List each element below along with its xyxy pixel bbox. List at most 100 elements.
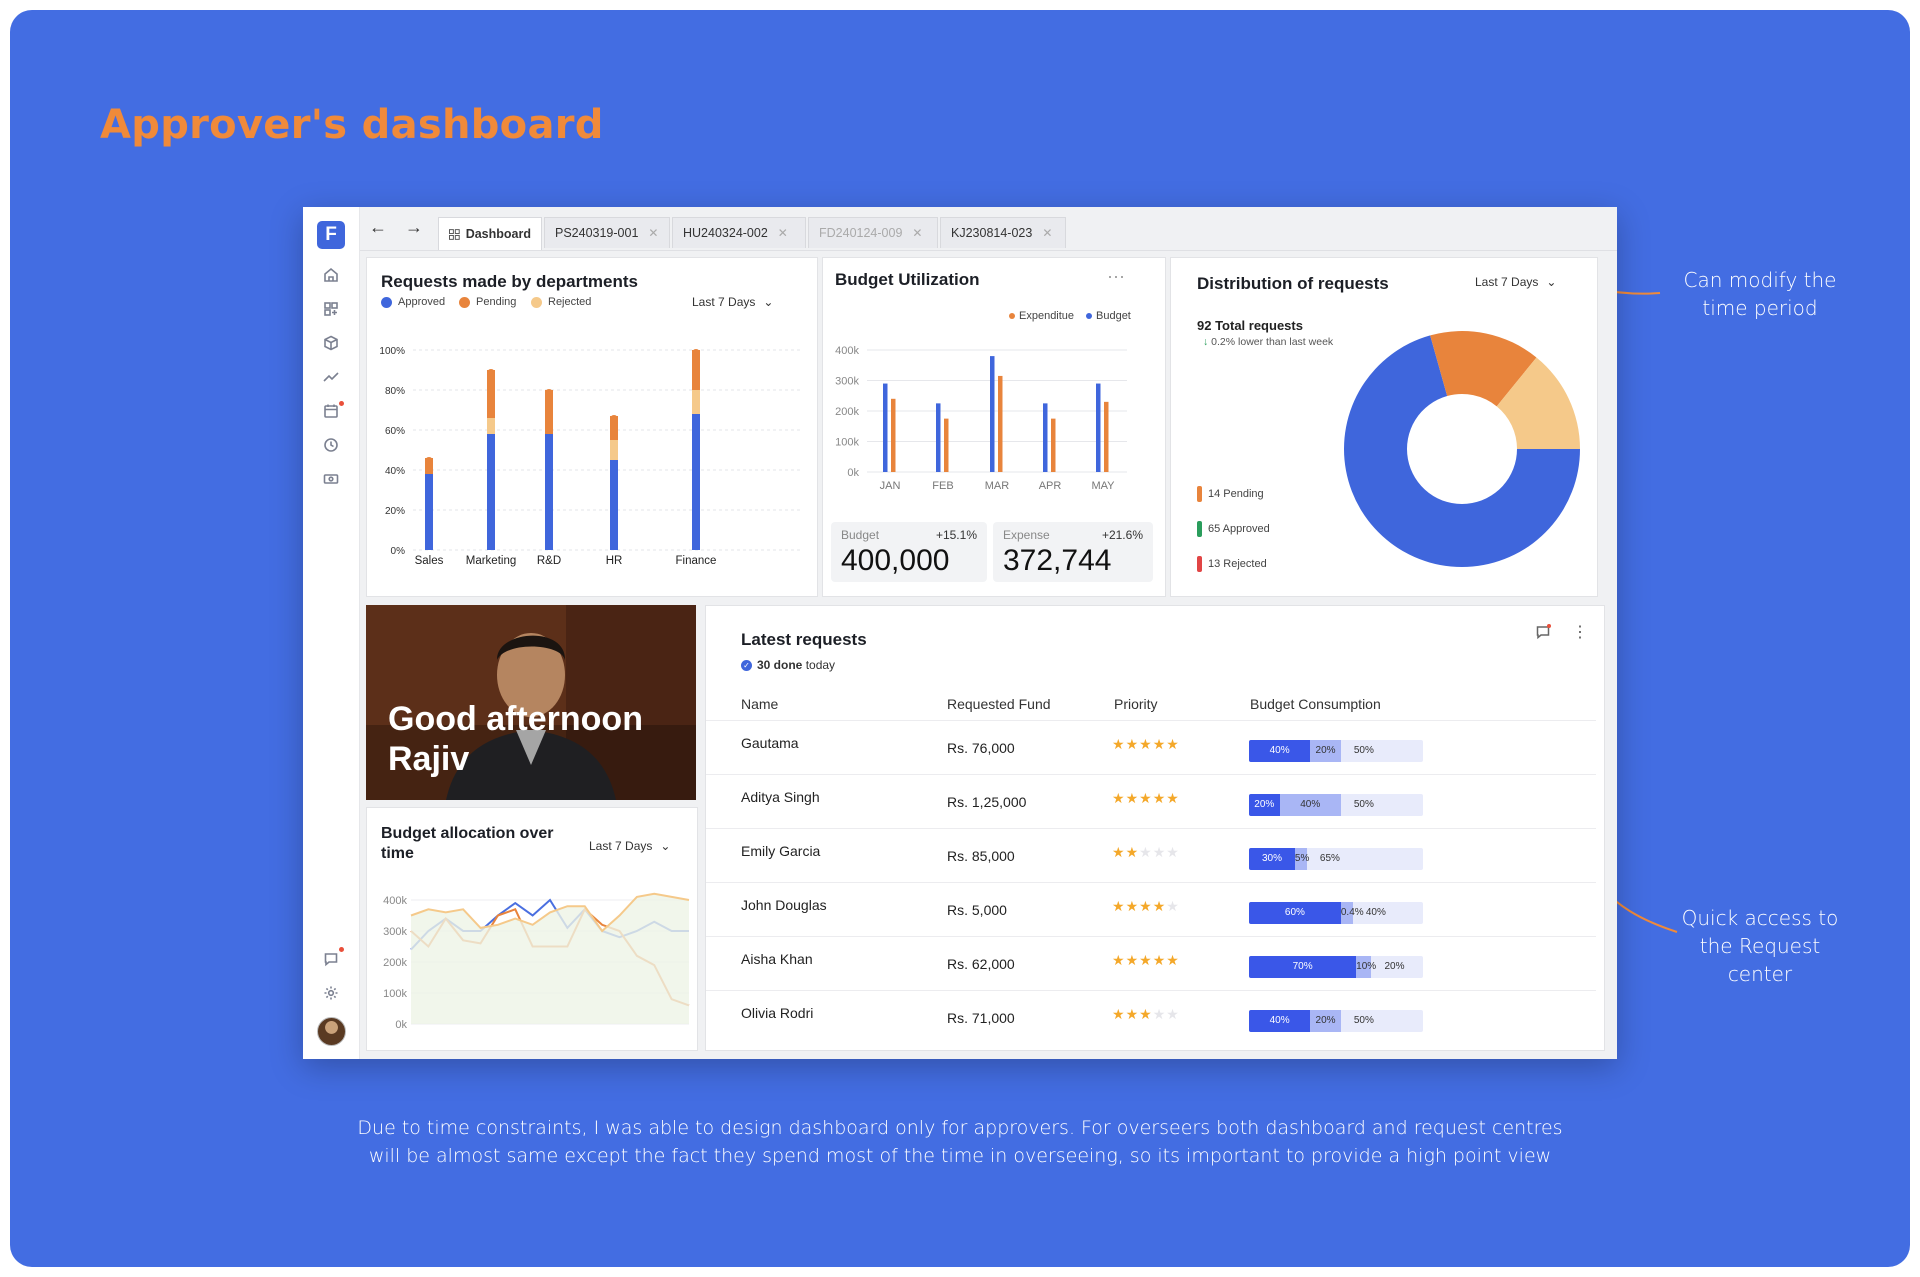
trend-line-icon[interactable] <box>319 365 343 389</box>
expense-stat: Expense +21.6% 372,744 <box>993 522 1153 582</box>
close-icon[interactable]: ✕ <box>1042 226 1053 240</box>
star-icon: ★ <box>1166 844 1180 860</box>
clock-icon[interactable] <box>319 433 343 457</box>
y-tick-label: 20% <box>385 506 405 517</box>
table-row[interactable]: John Douglas Rs. 5,000 ★★★★★ 60% 0.4% 40% <box>706 882 1596 937</box>
requests-by-department-card: Requests made by departments Approved Pe… <box>366 257 818 597</box>
table-row[interactable]: Gautama Rs. 76,000 ★★★★★ 40% 20% 50% <box>706 720 1596 775</box>
period-dropdown[interactable]: Last 7 Days ⌄ <box>692 295 774 309</box>
star-icon: ★ <box>1112 790 1126 806</box>
avatar[interactable] <box>317 1017 346 1046</box>
arrow-down-icon: ↓ <box>1203 336 1209 348</box>
stat-value: 372,744 <box>1003 544 1112 577</box>
table-row[interactable]: Aisha Khan Rs. 62,000 ★★★★★ 70% 10% 20% <box>706 936 1596 991</box>
consumed-segment: 30% <box>1249 848 1295 870</box>
tab-request[interactable]: PS240319-001 ✕ <box>544 217 670 248</box>
requester-name: Emily Garcia <box>741 843 821 859</box>
pending-segment: 5% <box>1294 848 1309 870</box>
close-icon[interactable]: ✕ <box>648 226 659 240</box>
budget-bar <box>936 403 941 472</box>
table-row[interactable]: Emily Garcia Rs. 85,000 ★★★★★ 30% 5% 65% <box>706 828 1596 883</box>
cube-icon[interactable] <box>319 331 343 355</box>
app-logo[interactable]: F <box>317 221 345 249</box>
consumed-segment: 20% <box>1249 794 1280 816</box>
period-dropdown[interactable]: Last 7 Days ⌄ <box>589 839 671 853</box>
star-icon: ★ <box>1125 790 1140 806</box>
star-icon: ★ <box>1139 952 1153 968</box>
star-icon: ★ <box>1112 844 1126 860</box>
dashboard-grid-icon <box>449 228 460 240</box>
donut-slice-approved <box>1344 335 1580 567</box>
column-header-fund[interactable]: Requested Fund <box>947 696 1051 712</box>
star-icon: ★ <box>1139 1006 1153 1022</box>
money-card-icon[interactable] <box>319 467 343 491</box>
star-icon: ★ <box>1139 844 1153 860</box>
column-header-priority[interactable]: Priority <box>1114 696 1158 712</box>
gear-icon[interactable] <box>319 981 343 1005</box>
y-tick-label: 100k <box>383 988 407 1000</box>
star-icon: ★ <box>1125 952 1140 968</box>
forward-button[interactable]: → <box>405 217 423 237</box>
distribution-card: Distribution of requests Last 7 Days ⌄ 92… <box>1170 257 1598 597</box>
remaining-segment: 50% <box>1353 1015 1374 1026</box>
x-tick-label: HR <box>606 555 623 567</box>
star-icon: ★ <box>1125 736 1140 752</box>
close-icon[interactable]: ✕ <box>777 226 788 240</box>
tab-request[interactable]: FD240124-009 ✕ <box>808 217 938 248</box>
star-icon: ★ <box>1112 898 1126 914</box>
column-header-budget-consumption[interactable]: Budget Consumption <box>1250 696 1381 712</box>
chat-icon[interactable] <box>1535 624 1551 645</box>
column-header-name[interactable]: Name <box>741 696 779 712</box>
home-icon[interactable] <box>319 263 343 287</box>
app-window: F ← → Dashboard PS240319-001 ✕ HU240324-0… <box>303 207 1617 1059</box>
distribution-donut-chart <box>1344 331 1580 567</box>
legend-rejected: Rejected <box>531 296 591 308</box>
check-circle-icon: ✓ <box>741 659 752 671</box>
star-icon: ★ <box>1112 736 1126 752</box>
tab-dashboard[interactable]: Dashboard <box>438 217 542 250</box>
bar-segment <box>692 350 700 390</box>
tab-request[interactable]: HU240324-002 ✕ <box>672 217 806 248</box>
card-title: Budget allocation over time <box>381 825 554 862</box>
greeting-card: Good afternoon Rajiv <box>366 605 696 800</box>
total-requests: 92 Total requests <box>1197 318 1303 333</box>
bar-segment <box>487 434 495 550</box>
y-tick-label: 80% <box>385 386 405 397</box>
table-row[interactable]: Aditya Singh Rs. 1,25,000 ★★★★★ 20% 40% 50% <box>706 774 1596 829</box>
period-dropdown[interactable]: Last 7 Days ⌄ <box>1475 275 1557 289</box>
back-button[interactable]: ← <box>369 217 387 237</box>
budget-consumption-bar: 20% 40% 50% <box>1249 794 1423 816</box>
priority-stars: ★★★★★ <box>1112 790 1180 807</box>
stat-label: Budget <box>841 528 880 542</box>
star-icon: ★ <box>1152 790 1167 806</box>
close-icon[interactable]: ✕ <box>912 226 923 240</box>
budget-consumption-bar: 40% 20% 50% <box>1249 1010 1423 1032</box>
star-icon: ★ <box>1112 1006 1126 1022</box>
legend-pending: 14 Pending <box>1197 486 1264 502</box>
x-tick-label: Sales <box>415 555 444 567</box>
budget-bar-chart: 0k 100k 200k 300k 400k JAN FEB MAR APR MAY <box>835 345 1127 492</box>
remaining-segment: 20% <box>1384 961 1405 972</box>
y-tick-label: 0k <box>847 467 859 479</box>
star-icon: ★ <box>1139 898 1153 914</box>
bar-segment <box>425 474 433 550</box>
chat-icon[interactable] <box>319 947 343 971</box>
card-title: Latest requests <box>741 630 867 649</box>
bar-cap <box>487 369 495 377</box>
table-row[interactable]: Olivia Rodri Rs. 71,000 ★★★★★ 40% 20% 50% <box>706 990 1596 1045</box>
star-icon: ★ <box>1112 952 1126 968</box>
budget-bar <box>883 383 888 472</box>
bar-cap <box>692 349 700 357</box>
tab-request[interactable]: KJ230814-023 ✕ <box>940 217 1066 248</box>
budget-bar <box>1096 383 1101 472</box>
apps-grid-icon[interactable] <box>319 297 343 321</box>
budget-allocation-card: Budget allocation over time Last 7 Days ⌄… <box>366 807 698 1051</box>
y-tick-label: 300k <box>383 926 407 938</box>
more-vertical-icon[interactable]: ⋮ <box>1572 624 1588 641</box>
budget-utilization-card: Budget Utilization ··· Expenditue Budget… <box>822 257 1166 597</box>
greeting-line-1: Good afternoon <box>388 700 643 738</box>
budget-consumption-bar: 30% 5% 65% <box>1249 848 1423 870</box>
remaining-segment: 50% <box>1353 745 1374 756</box>
calendar-icon[interactable] <box>319 399 343 423</box>
more-options-icon[interactable]: ··· <box>1107 266 1125 286</box>
